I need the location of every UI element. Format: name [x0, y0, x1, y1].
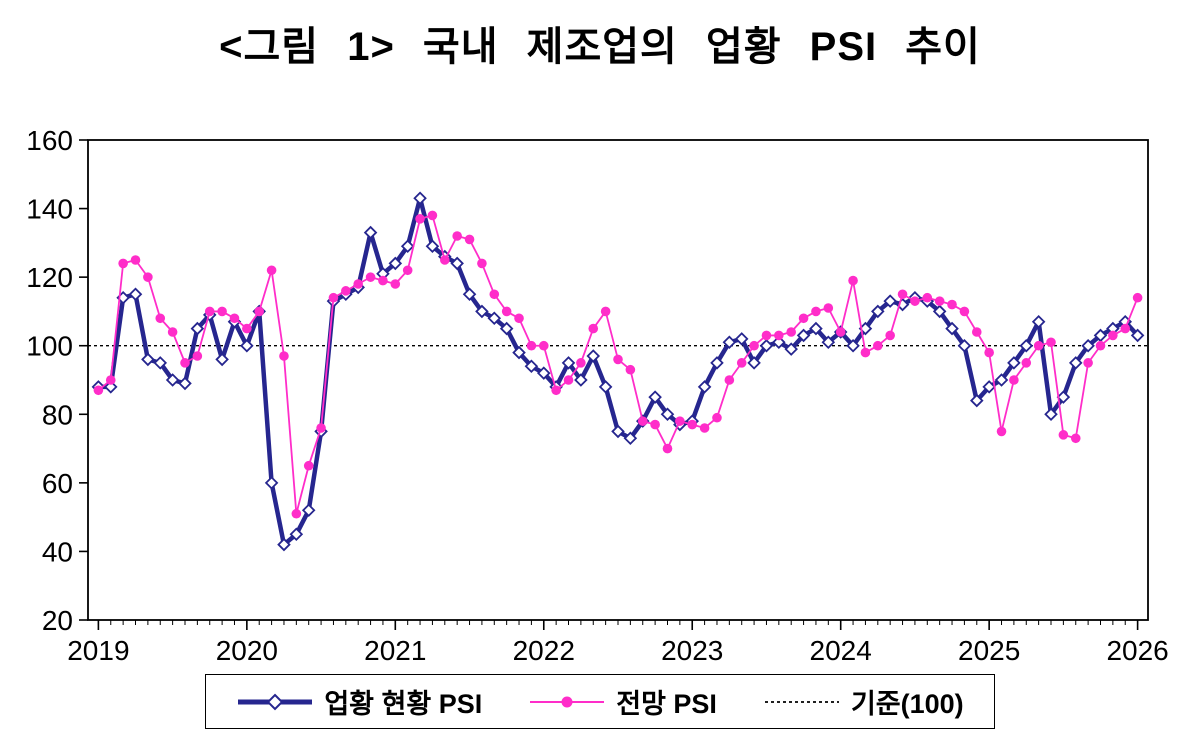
svg-text:40: 40 [42, 536, 73, 567]
forecast-psi-line-icon [530, 696, 605, 707]
svg-text:2025: 2025 [958, 635, 1020, 666]
legend-label-forecast-psi: 전망 PSI [616, 689, 717, 719]
svg-text:60: 60 [42, 468, 73, 499]
legend-item-forecast-psi: 전망 PSI [528, 682, 717, 721]
legend: 업황 현황 PSI 전망 PSI 기준(100) [0, 674, 1200, 729]
svg-text:2023: 2023 [661, 635, 723, 666]
svg-text:2020: 2020 [216, 635, 278, 666]
psi-line-chart: 20 40 60 80 100 120 140 160 2019 2020 2021 2022 2023… [0, 96, 1200, 676]
current-psi-line-icon [238, 693, 313, 710]
svg-text:2022: 2022 [513, 635, 575, 666]
legend-item-current-psi: 업황 현황 PSI [236, 682, 482, 721]
legend-item-baseline: 기준(100) [763, 682, 964, 721]
svg-text:80: 80 [42, 399, 73, 430]
plot-area: 20 40 60 80 100 120 140 160 2019 2020 2021 2022 2023… [26, 125, 1168, 666]
baseline-dashed-line-icon [764, 700, 839, 703]
svg-text:2026: 2026 [1106, 635, 1168, 666]
svg-text:2024: 2024 [810, 635, 872, 666]
legend-box: 업황 현황 PSI 전망 PSI 기준(100) [205, 674, 995, 729]
legend-label-baseline: 기준(100) [850, 689, 964, 719]
svg-text:120: 120 [26, 262, 73, 293]
legend-label-current-psi: 업황 현황 PSI [324, 689, 483, 719]
svg-text:100: 100 [26, 331, 73, 362]
svg-text:2019: 2019 [67, 635, 129, 666]
svg-text:140: 140 [26, 194, 73, 225]
svg-text:2021: 2021 [364, 635, 426, 666]
chart-title: <그림 1> 국내 제조업의 업황 PSI 추이 [219, 25, 981, 69]
svg-text:20: 20 [42, 605, 73, 636]
svg-text:160: 160 [26, 125, 73, 156]
